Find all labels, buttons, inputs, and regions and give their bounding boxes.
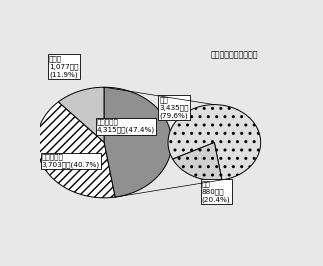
Text: 個人
3,435億円
(79.6%): 個人 3,435億円 (79.6%) <box>159 96 189 119</box>
Polygon shape <box>173 143 222 180</box>
Polygon shape <box>104 87 172 197</box>
Text: 《市町村民税の内訳》: 《市町村民税の内訳》 <box>211 50 258 59</box>
Polygon shape <box>168 105 261 180</box>
Text: その他
1,077億円
(11.9%): その他 1,077億円 (11.9%) <box>49 56 78 78</box>
Text: 固定資産税
3,703億円(40.7%): 固定資産税 3,703億円(40.7%) <box>42 153 100 168</box>
Polygon shape <box>36 102 115 198</box>
Text: 法人
880億円
(20.4%): 法人 880億円 (20.4%) <box>202 180 230 203</box>
Polygon shape <box>58 87 104 143</box>
Text: 市町村民税
4,315億円(47.4%): 市町村民税 4,315億円(47.4%) <box>97 119 155 134</box>
